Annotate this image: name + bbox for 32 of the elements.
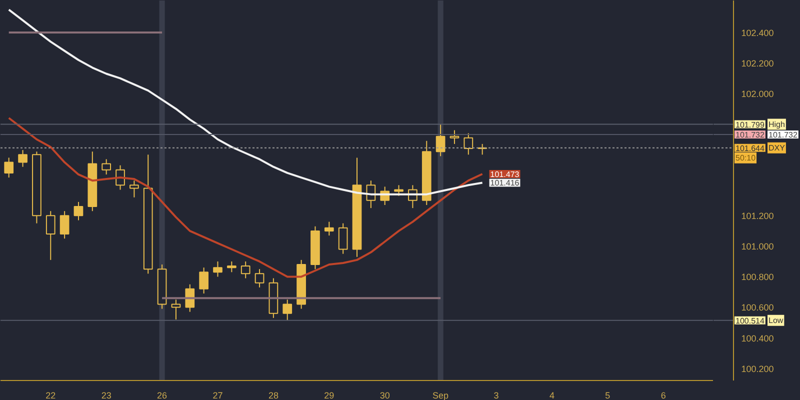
y-tick-label: 102.200	[741, 58, 774, 69]
x-tick-label: 4	[549, 390, 554, 400]
x-tick-label: 29	[324, 390, 334, 400]
y-tick-label: 101.000	[741, 242, 774, 252]
text: DXY	[768, 143, 786, 152]
y-tick-label: 101.200	[741, 211, 774, 222]
y-tick-label: 102.000	[741, 89, 774, 100]
x-tick-label: 5	[605, 390, 610, 400]
x-tick-label: 30	[380, 390, 390, 400]
ref-line-label: 100.514	[736, 316, 765, 326]
x-tick-label: 6	[660, 390, 666, 400]
y-tick-label: 100.600	[741, 302, 774, 313]
x-tick-label: 27	[212, 390, 223, 400]
y-tick-label: 102.400	[741, 28, 774, 38]
text: 50:10	[736, 153, 756, 162]
ref-line-label: 101.644	[736, 144, 765, 153]
y-tick-label: 100.200	[741, 364, 774, 374]
x-tick-label: 28	[268, 390, 278, 400]
ref-line-label: 101.732	[736, 130, 765, 140]
x-tick-label: Sep	[432, 390, 449, 400]
data-label: 101.416	[490, 178, 520, 188]
x-tick-label: 22	[46, 390, 56, 400]
y-tick-label: 100.800	[741, 272, 774, 282]
text: 101.732	[768, 130, 798, 140]
text: Low	[768, 316, 784, 325]
text: High	[768, 120, 785, 129]
ref-line-label: 101.799	[736, 120, 765, 130]
y-tick-label: 100.400	[741, 333, 774, 344]
x-tick-label: 26	[157, 390, 168, 400]
x-tick-label: 23	[101, 390, 112, 400]
x-tick-label: 3	[494, 390, 499, 400]
data-label: 101.473	[490, 170, 520, 180]
